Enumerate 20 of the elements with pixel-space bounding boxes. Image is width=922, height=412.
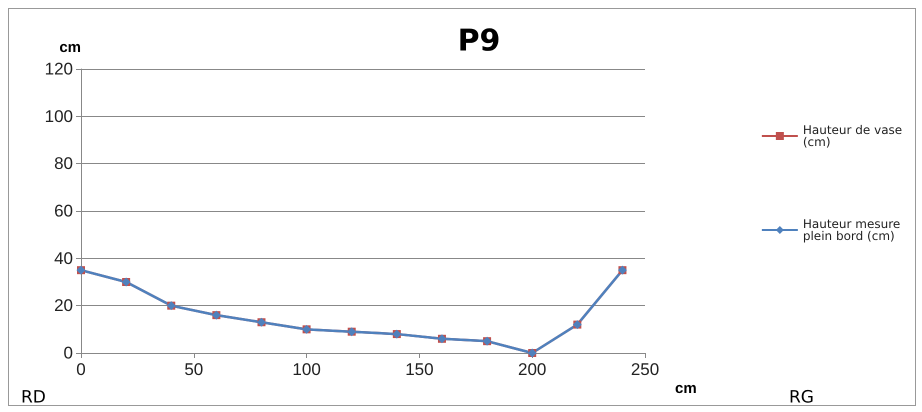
y-tick-label: 100 [44, 106, 73, 126]
y-tick-label: 60 [54, 202, 73, 220]
y-tick-label: 80 [54, 154, 73, 174]
y-tick-label: 0 [64, 344, 73, 362]
y-tick-label: 40 [54, 248, 73, 268]
legend-label: Hauteur de vase (cm) [802, 123, 906, 149]
chart-title: P9 [458, 24, 500, 58]
y-tick-label: 120 [44, 60, 73, 78]
x-tick-label: 0 [76, 360, 86, 379]
x-axis-title: cm [59, 39, 81, 56]
x-tick-label: 50 [184, 360, 204, 379]
text: RD [21, 388, 46, 408]
legend-label: Hauteur mesure plein bord (cm) [802, 217, 904, 243]
x-tick-label: 200 [518, 360, 546, 379]
x-tick-label: 150 [405, 360, 434, 379]
y-tick-label: 20 [54, 296, 73, 316]
x-tick-label: 250 [630, 360, 660, 379]
y-axis-title: cm [675, 380, 697, 397]
x-tick-label: 100 [292, 360, 321, 379]
text: RG [789, 388, 814, 408]
